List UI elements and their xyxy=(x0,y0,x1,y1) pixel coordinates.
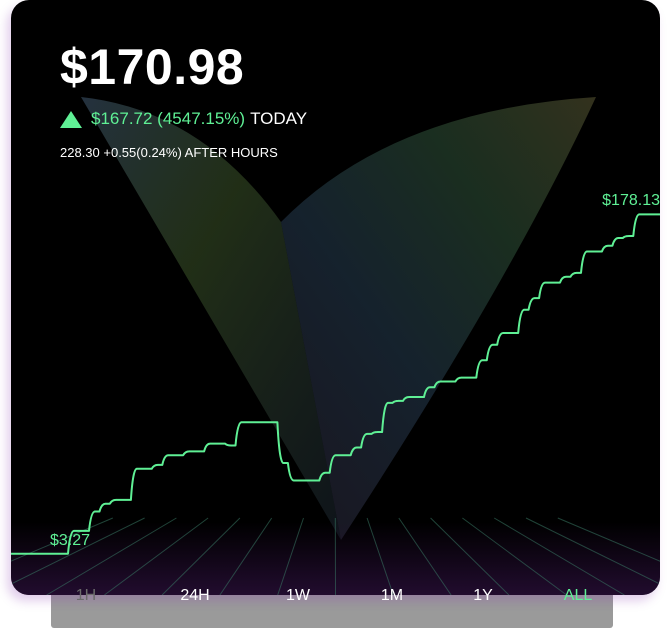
range-tab-1w[interactable]: 1W xyxy=(286,587,310,604)
floor-perspective-lines xyxy=(11,517,660,595)
logo-watermark xyxy=(81,97,596,540)
change-period-label: TODAY xyxy=(250,109,308,128)
floor-line xyxy=(161,517,241,595)
range-tab-1h[interactable]: 1H xyxy=(75,587,97,604)
time-range-selector: 1H 24H 1W 1M 1Y ALL xyxy=(0,587,669,617)
daily-change-value: $167.72 (4547.15%) xyxy=(91,109,246,128)
up-arrow-icon xyxy=(60,110,82,128)
end-price-label: $178.13 xyxy=(602,192,660,209)
range-tab-1y[interactable]: 1Y xyxy=(473,587,493,604)
range-tab-24h[interactable]: 24H xyxy=(180,587,210,604)
range-tab-1m[interactable]: 1M xyxy=(380,587,404,604)
floor-line xyxy=(46,517,177,595)
floor-line xyxy=(557,517,660,562)
floor-line xyxy=(104,517,209,595)
floor-line xyxy=(366,517,394,595)
price-chart: $3.27 $178.13 xyxy=(11,97,660,595)
floor-line xyxy=(398,517,452,595)
after-hours-text: 228.30 +0.55(0.24%) AFTER HOURS xyxy=(60,145,278,160)
floor-line xyxy=(219,517,273,595)
daily-change-row: $167.72 (4547.15%) TODAY xyxy=(60,108,307,130)
price-chart-card: $3.27 $178.13 $170.98 $167.72 (4547.15%)… xyxy=(11,0,660,595)
floor-line xyxy=(493,517,625,595)
floor-line xyxy=(525,517,660,585)
range-tab-all[interactable]: ALL xyxy=(563,587,593,604)
floor-line xyxy=(462,517,567,595)
floor-line xyxy=(277,517,304,595)
start-price-label: $3.27 xyxy=(50,532,90,549)
floor-line xyxy=(11,517,145,585)
floor-line xyxy=(430,517,510,595)
current-price: $170.98 xyxy=(60,39,245,95)
price-line xyxy=(11,213,660,555)
